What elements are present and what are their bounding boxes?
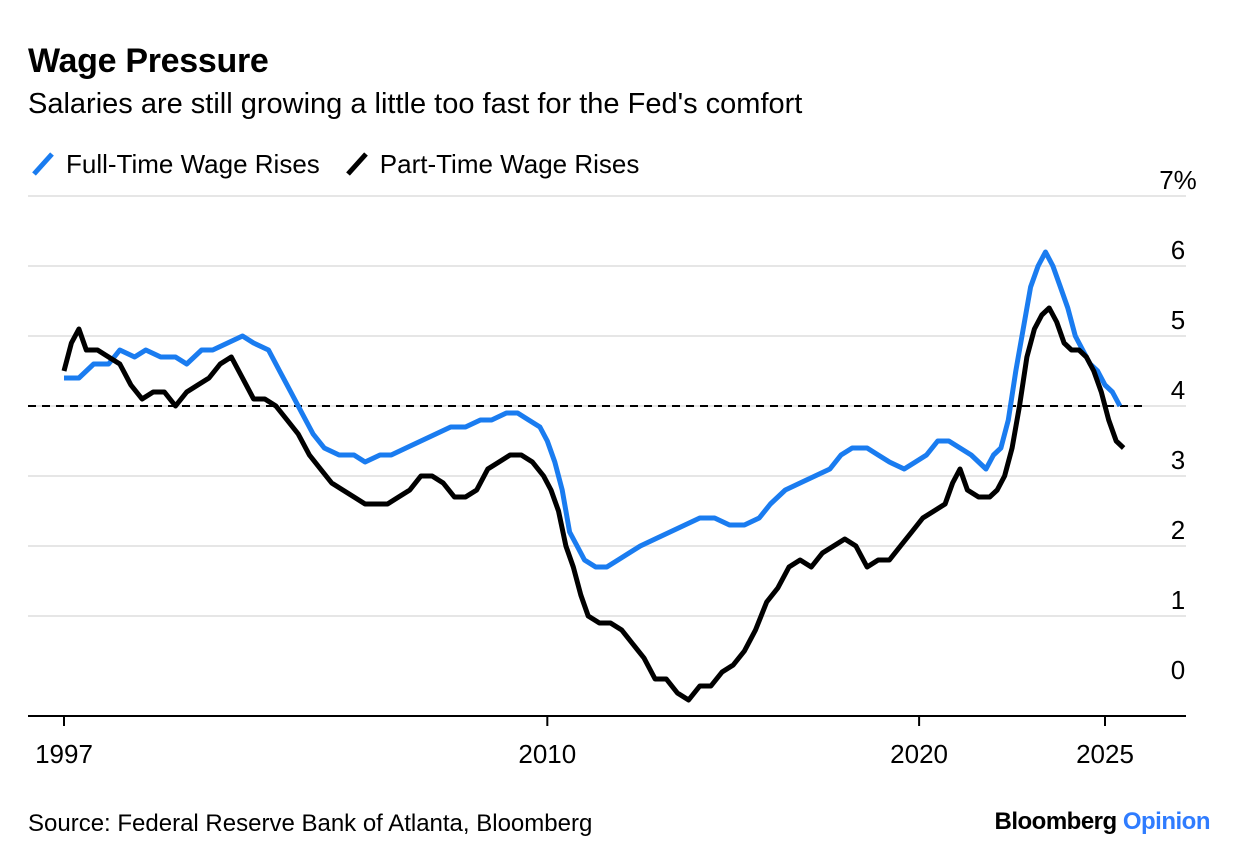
chart-legend: Full-Time Wage Rises Part-Time Wage Rise… [28, 148, 661, 180]
x-axis-ticks: 1997 2010 2020 2025 [35, 716, 1134, 769]
legend-label-part-time: Part-Time Wage Rises [379, 148, 640, 179]
legend-swatch-part-time [345, 152, 368, 176]
series-line-full-time [64, 249, 1123, 570]
legend-swatch-full-time [32, 152, 54, 176]
y-tick-label-6: 6 [1171, 235, 1185, 265]
y-tick-label-2: 2 [1171, 515, 1185, 545]
x-tick-label-1997: 1997 [35, 739, 93, 769]
y-axis-tick-labels: 0 1 2 3 4 5 6 7% [1159, 165, 1197, 685]
series-lines [61, 249, 1126, 703]
series-line-part-time [61, 305, 1126, 703]
y-tick-label-1: 1 [1171, 585, 1185, 615]
x-tick-label-2010: 2010 [518, 739, 576, 769]
y-tick-label-4: 4 [1171, 375, 1185, 405]
legend-item-full-time: Full-Time Wage Rises [28, 148, 320, 180]
x-tick-label-2020: 2020 [890, 739, 948, 769]
x-tick-label-2025: 2025 [1076, 739, 1134, 769]
y-tick-label-0: 0 [1171, 655, 1185, 685]
legend-item-part-time: Part-Time Wage Rises [342, 148, 640, 180]
y-tick-label-3: 3 [1171, 445, 1185, 475]
brand-primary: Bloomberg [994, 808, 1118, 835]
y-tick-label-7: 7% [1159, 165, 1197, 195]
brand-secondary: Opinion [1122, 808, 1211, 835]
chart-title: Wage Pressure [28, 42, 269, 80]
source-note: Source: Federal Reserve Bank of Atlanta,… [28, 810, 593, 837]
legend-label-full-time: Full-Time Wage Rises [66, 148, 320, 179]
chart-subtitle: Salaries are still growing a little too … [28, 88, 803, 120]
brand-logo: Bloomberg Opinion [995, 808, 1211, 836]
y-tick-label-5: 5 [1171, 305, 1185, 335]
